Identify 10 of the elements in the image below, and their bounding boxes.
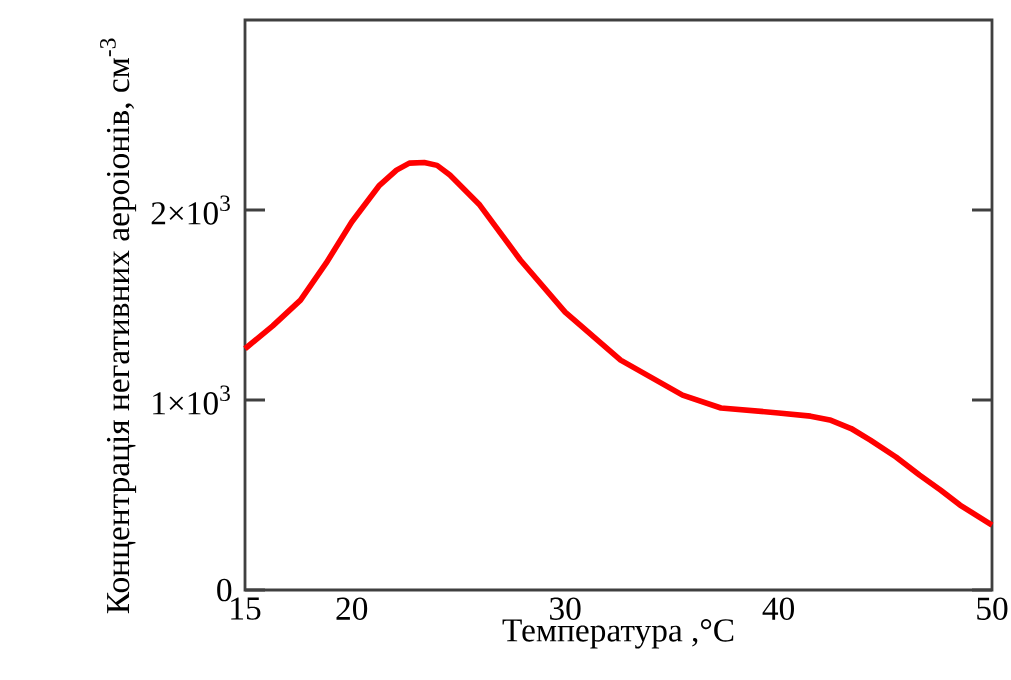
- y-tick-label: 0: [217, 578, 232, 602]
- x-tick-label: 20: [336, 597, 368, 620]
- x-tick-label: 50: [977, 597, 1008, 620]
- y-tick-label: 1×10$^{3}$: [153, 385, 230, 415]
- y-axis-title: Концентрація негативних аероіонів, см$^{-3}$: [100, 38, 137, 614]
- x-axis-title: Температура ,°C: [502, 619, 734, 649]
- x-tick-label: 15: [231, 597, 261, 620]
- y-tick-label: 2×10$^{3}$: [151, 195, 230, 225]
- x-tick-label: 30: [550, 597, 581, 620]
- x-tick-label: 40: [762, 597, 795, 620]
